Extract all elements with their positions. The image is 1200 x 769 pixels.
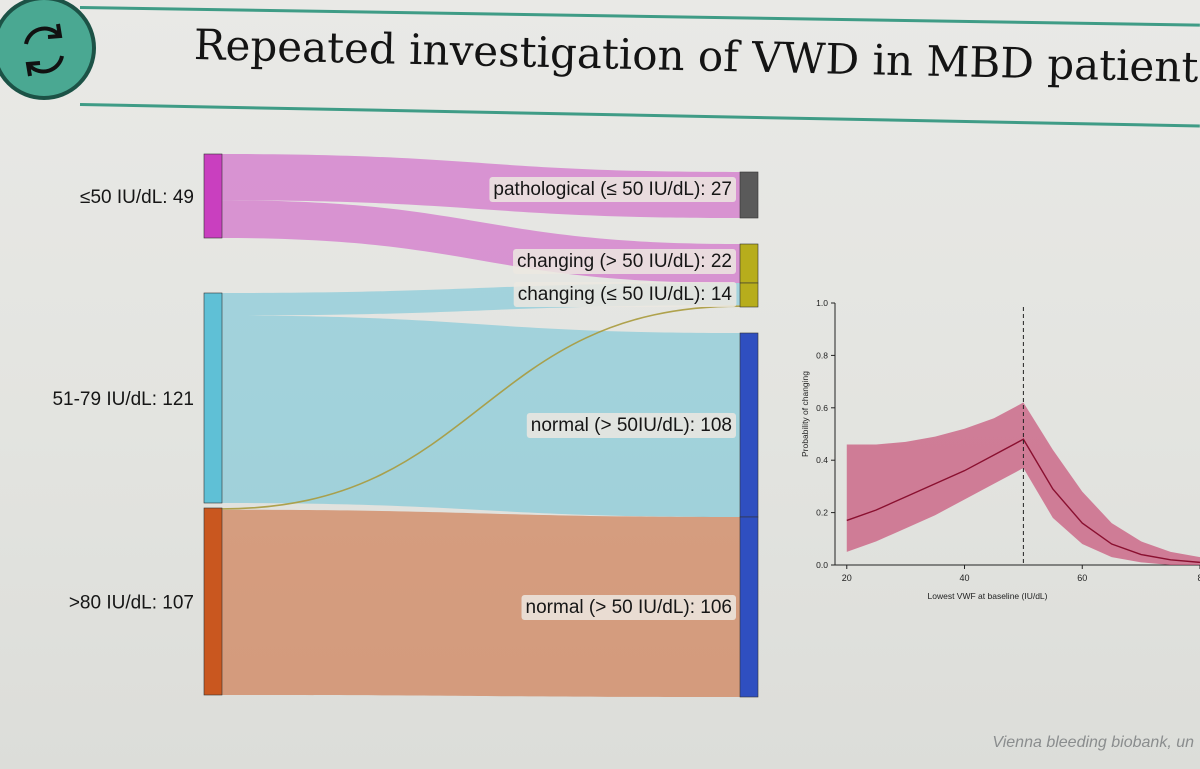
x-tick-label: 40 bbox=[960, 573, 970, 583]
sankey-flow bbox=[222, 509, 740, 697]
sankey-chart: ≤50 IU/dL: 49 51-79 IU/dL: 121 >80 IU/dL: … bbox=[52, 153, 759, 698]
sankey-target-label: changing (> 50 IU/dL): 22 bbox=[517, 251, 732, 272]
y-axis-label: Probability of changing bbox=[800, 371, 810, 457]
sankey-source-label: >80 IU/dL: 107 bbox=[69, 593, 194, 614]
sankey-source-label: 51-79 IU/dL: 121 bbox=[52, 389, 194, 410]
x-tick-label: 20 bbox=[842, 573, 852, 583]
sankey-target-node bbox=[739, 516, 759, 698]
sankey-target-node bbox=[739, 332, 759, 518]
sankey-target-node bbox=[739, 171, 759, 219]
sankey-source-node bbox=[203, 153, 223, 239]
probability-chart: 0.0 0.2 0.4 0.6 0.8 1.0 20 40 60 8 Lowest VWF at b… bbox=[800, 298, 1200, 601]
sankey-target-node bbox=[739, 282, 759, 308]
y-tick-label: 0.8 bbox=[816, 350, 828, 360]
sankey-source-label: ≤50 IU/dL: 49 bbox=[80, 187, 194, 208]
x-axis-label: Lowest VWF at baseline (IU/dL) bbox=[928, 591, 1048, 601]
y-tick-label: 0.6 bbox=[816, 403, 828, 413]
sankey-label-background bbox=[513, 249, 736, 274]
y-tick-label: 1.0 bbox=[816, 298, 828, 308]
sankey-target-label: normal (> 50IU/dL): 108 bbox=[531, 415, 732, 436]
sankey-target-label: changing (≤ 50 IU/dL): 14 bbox=[518, 284, 733, 305]
x-tick-label: 60 bbox=[1077, 573, 1087, 583]
refresh-cycle-icon bbox=[0, 0, 96, 100]
sankey-label-background bbox=[513, 282, 737, 307]
sankey-target-label: pathological (≤ 50 IU/dL): 27 bbox=[493, 179, 732, 200]
sankey-label-background bbox=[526, 413, 736, 438]
y-tick-label: 0.4 bbox=[816, 455, 828, 465]
y-tick-label: 0.0 bbox=[816, 560, 828, 570]
y-tick-label: 0.2 bbox=[816, 508, 828, 518]
sankey-label-background bbox=[521, 595, 736, 620]
confidence-band bbox=[846, 402, 1200, 565]
source-note: Vienna bleeding biobank, un bbox=[992, 734, 1194, 751]
sankey-target-node bbox=[739, 243, 759, 284]
x-tick-label: 8 bbox=[1197, 573, 1200, 583]
sankey-flow bbox=[222, 315, 740, 517]
probability-line bbox=[846, 438, 1200, 564]
sankey-source-node bbox=[203, 507, 223, 696]
sankey-flow bbox=[221, 305, 741, 510]
sankey-target-label: normal (> 50 IU/dL): 106 bbox=[526, 597, 732, 618]
sankey-label-background bbox=[489, 177, 736, 202]
sankey-source-node bbox=[203, 292, 223, 504]
